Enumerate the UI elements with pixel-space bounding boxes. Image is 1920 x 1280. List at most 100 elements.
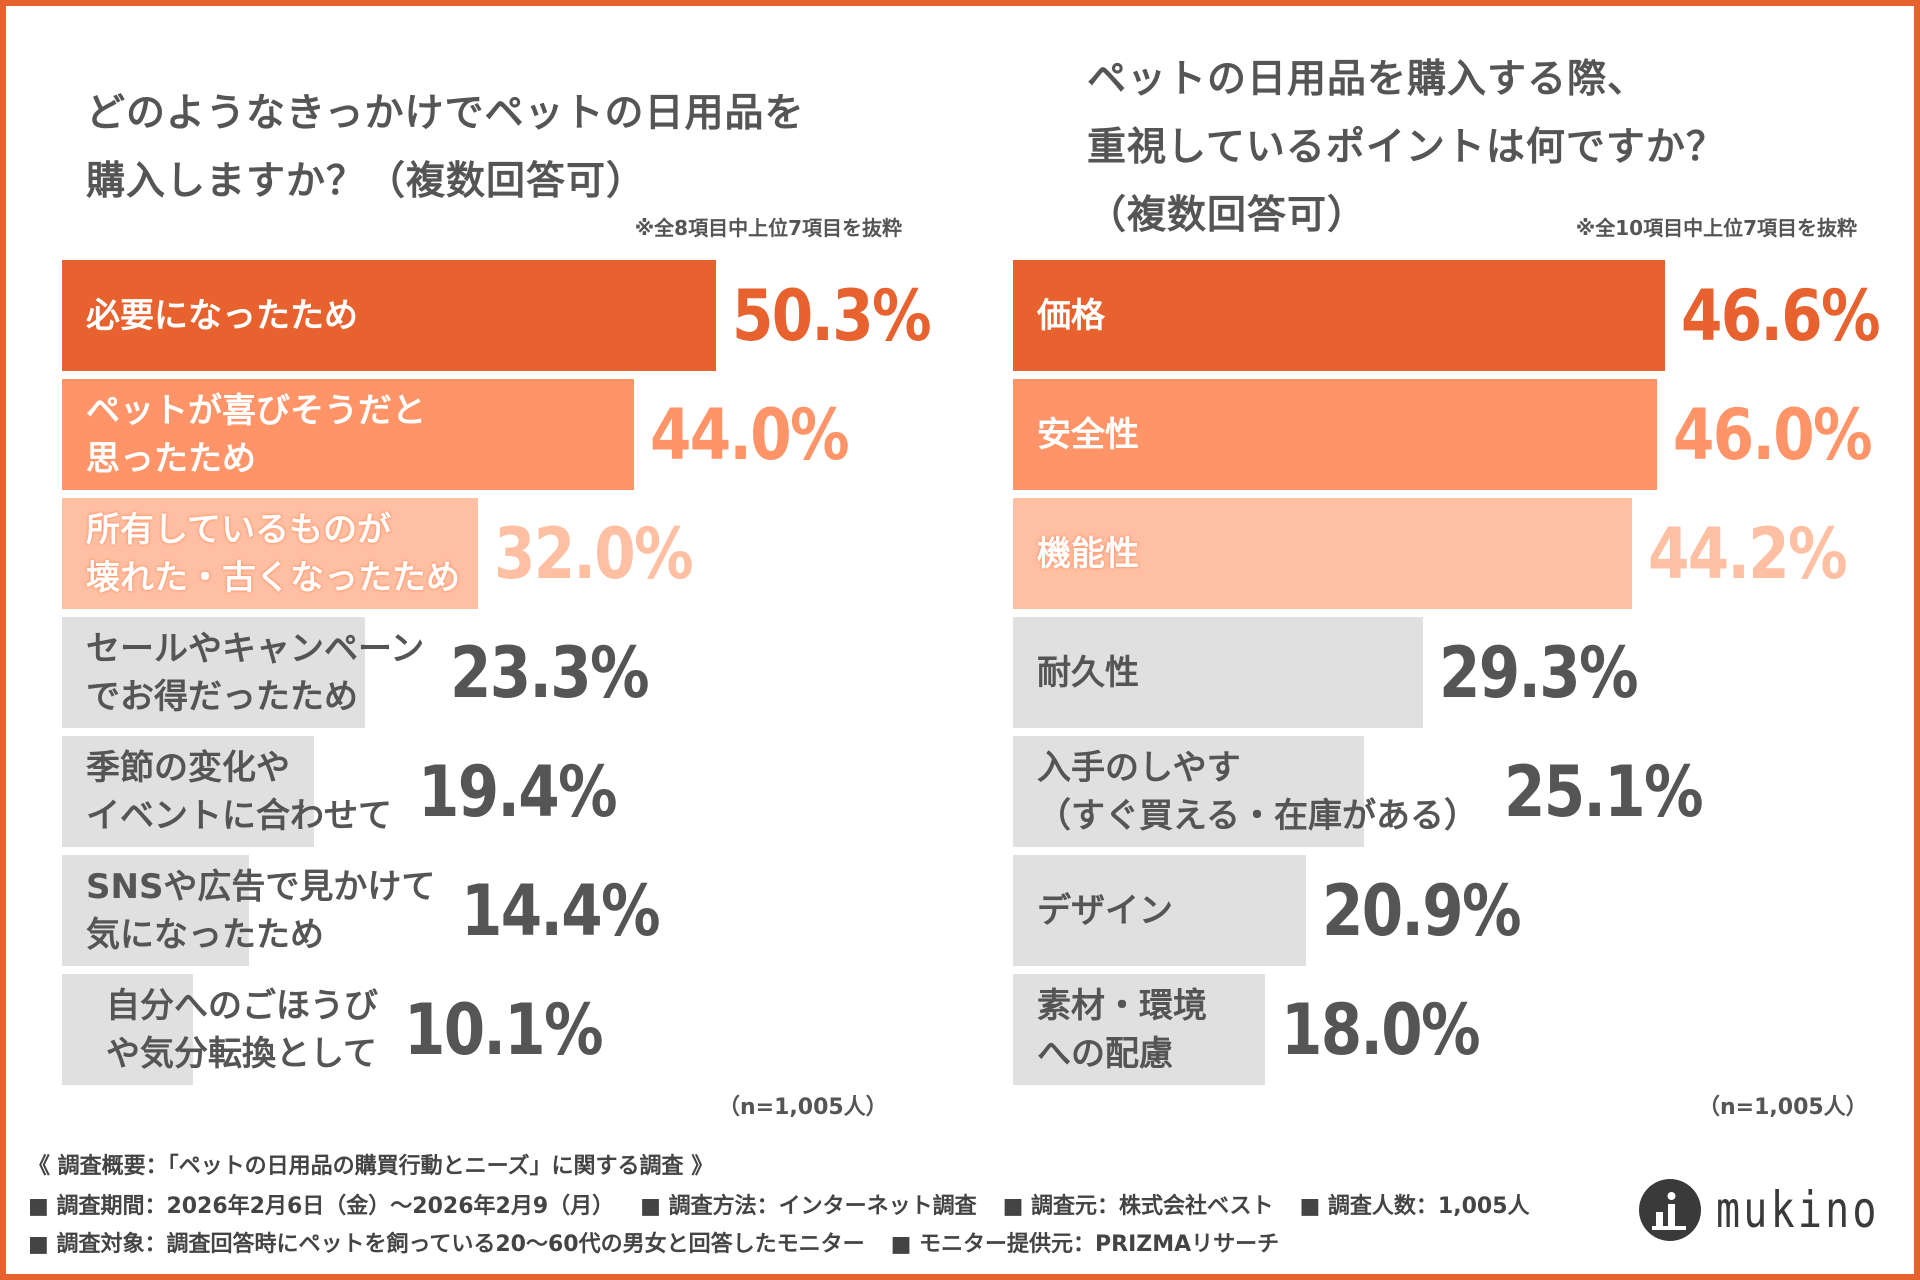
survey-source: ■ 調査元：株式会社ベスト [1002,1194,1274,1219]
title-line: ペットの日用品を購入する際、 [1087,57,1648,102]
survey-target-line: ■ 調査対象：調査回答時にペットを飼っている20～60代の男女と回答したモニター… [28,1226,1305,1258]
category-label-line: への配慮 [1037,1033,1173,1074]
category-label-line: 壊れた・古くなったため [86,557,460,598]
survey-target: ■ 調査対象：調査回答時にペットを飼っている20～60代の男女と回答したモニター [28,1232,865,1257]
bar [62,617,365,728]
left-chart-title: どのようなきっかけでペットの日用品を 購入しますか？（複数回答可） [86,80,804,216]
category-label: 素材・環境 への配慮 [1013,982,1265,1078]
category-label-line: セールやキャンペーン [86,628,425,669]
value-label: 20.9% [1321,869,1522,952]
bar [62,855,250,966]
bar-row: 安全性 46.0% [1013,379,1906,490]
category-label-line: や気分転換として [106,1033,377,1074]
bar [1013,617,1424,728]
value-label: 46.0% [1673,393,1873,476]
mukino-logo: mukino [1638,1178,1920,1242]
category-label-line: でお得だったため [86,676,358,717]
bar [62,498,478,609]
category-label: 入手のしやす （すぐ買える・在庫がある） [1013,744,1488,840]
category-label-line: 安全性 [1037,414,1139,455]
category-label-line: 季節の変化や [86,747,290,788]
category-label: 所有しているものが 壊れた・古くなったため [62,506,478,602]
category-label-line: 自分へのごほうび [106,985,378,1026]
category-label: 安全性 [1013,411,1657,459]
value-label: 23.3% [450,631,650,714]
value-label: 46.6% [1681,274,1881,357]
category-label-line: 気になったため [86,914,324,955]
bar [1013,498,1632,609]
bar-row: 入手のしやす （すぐ買える・在庫がある） 25.1% [1013,736,1737,847]
category-label-line: 思ったため [86,438,256,479]
bar-row: 機能性 44.2% [1013,498,1881,609]
bar-row: セールやキャンペーン でお得だったため 23.3% [62,617,683,728]
monitor-provider: ■ モニター提供元：PRIZMAリサーチ [890,1232,1280,1257]
bar-row: デザイン 20.9% [1013,855,1554,966]
category-label: デザイン [1013,887,1306,935]
value-label: 44.2% [1647,512,1848,595]
category-label-line: （すぐ買える・在庫がある） [1037,795,1478,836]
value-label: 18.0% [1281,988,1481,1071]
category-label: 季節の変化やイベントに合わせて [62,744,402,840]
value-label: 29.3% [1439,631,1639,714]
left-chart-note: ※全8項目中上位7項目を抜粋 [634,216,902,240]
bar [62,379,634,490]
value-label: 25.1% [1503,750,1704,833]
bar [62,974,194,1085]
category-label: ペットが喜びそうだと 思ったため [62,387,634,483]
bar-row: 価格 46.6% [1013,260,1914,371]
right-bar-chart: 価格 46.6% 安全性 46.0% 機能性 44.2% 耐久性 29.3% 入手のしやす （すぐ… [1013,260,1893,1090]
bar-row: 必要になったため 50.3% [62,260,965,371]
bar [1013,974,1265,1085]
value-label: 10.1% [404,988,604,1071]
category-label-line: 必要になったため [86,295,358,336]
category-label: 必要になったため [62,292,716,340]
logo-text: mukino [1716,1181,1880,1239]
left-sample-size: （n=1,005人） [718,1095,888,1120]
survey-method: ■ 調査方法：インターネット調査 [640,1194,977,1219]
category-label-line: 素材・環境 [1037,985,1207,1026]
value-label: 14.4% [461,869,661,952]
category-label: セールやキャンペーン でお得だったため [62,625,434,721]
value-label: 50.3% [731,274,932,357]
bar-row: 所有しているものが 壊れた・古くなったため 32.0% [62,498,727,609]
bar-row: 耐久性 29.3% [1013,617,1672,728]
title-line: どのようなきっかけでペットの日用品を [86,91,805,136]
right-chart-note: ※全10項目中上位7項目を抜粋 [1575,216,1857,240]
value-label: 32.0% [494,512,694,595]
bar-row: 素材・環境 への配慮 18.0% [1013,974,1514,1085]
title-line: 購入しますか？（複数回答可） [86,159,647,204]
category-label: 価格 [1013,292,1665,340]
left-bar-chart: 必要になったため 50.3% ペットが喜びそうだと 思ったため 44.0% 所有しているも… [62,260,932,1090]
category-label-line: SNSや広告で見かけて [86,866,436,907]
bar [62,736,315,847]
bar [62,260,716,371]
bar-row: 季節の変化や イベントに合わせて 19.4% [62,736,651,847]
category-label: 自分へのごほうび や気分転換として [62,982,388,1078]
bar-row: 自分へのごほうび や気分転換として 10.1% [62,974,637,1085]
bar-row: ペットが喜びそうだと 思ったため 44.0% [62,379,883,490]
category-label: 機能性 [1013,530,1632,578]
title-line: 重視しているポイントは何ですか？ [1087,125,1726,170]
category-label-line: イベントに合わせて [86,795,392,836]
survey-period: ■ 調査期間：2026年2月6日（金）～2026年2月9（月） [28,1194,615,1219]
category-label-line: 耐久性 [1037,652,1139,693]
category-label-line: ペットが喜びそうだと [86,390,426,431]
logo-mark-icon [1639,1179,1701,1241]
bar [1013,855,1306,966]
bar [1013,260,1666,371]
survey-details-line: ■ 調査期間：2026年2月6日（金）～2026年2月9（月） ■ 調査方法：イン… [28,1188,1556,1220]
bar [1013,379,1657,490]
title-line: （複数回答可） [1087,193,1368,238]
category-label-line: 機能性 [1037,533,1139,574]
category-label-line: 価格 [1037,295,1105,336]
bar [1013,736,1365,847]
right-sample-size: （n=1,005人） [1698,1095,1868,1120]
bar-row: SNSや広告で見かけて 気になったため 14.4% [62,855,694,966]
right-chart-title: ペットの日用品を購入する際、 重視しているポイントは何ですか？ （複数回答可） [1087,46,1726,250]
value-label: 44.0% [650,393,850,476]
value-label: 19.4% [418,750,618,833]
category-label: SNSや広告で見かけて 気になったため [62,863,445,959]
category-label: 耐久性 [1013,649,1423,697]
category-label-line: 入手のしやす [1037,747,1241,788]
survey-summary-title: 《 調査概要：「ペットの日用品の購買行動とニーズ」に関する調査 》 [28,1154,714,1179]
